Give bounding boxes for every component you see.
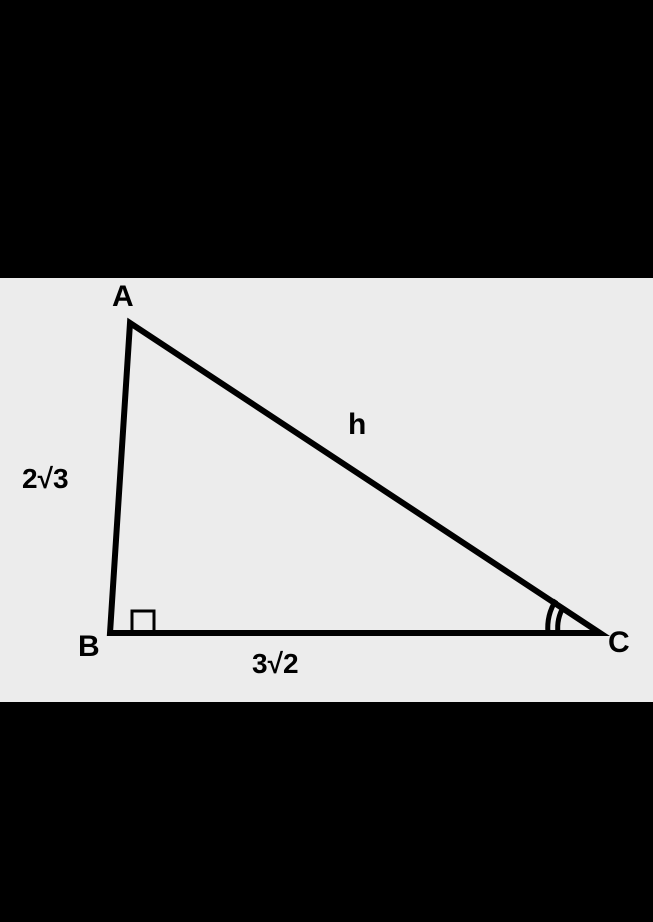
angle-marker-outer: [548, 600, 556, 633]
triangle-shape: [110, 323, 600, 633]
side-label-bc: 3√2: [252, 648, 299, 680]
vertex-label-b: B: [78, 630, 100, 664]
side-label-ab: 2√3: [22, 463, 69, 495]
right-angle-marker: [132, 611, 154, 633]
diagram-panel: A B C 2√3 3√2 h: [0, 278, 653, 702]
vertex-label-c: C: [608, 626, 630, 660]
side-label-ac: h: [348, 408, 366, 442]
angle-marker-inner: [558, 606, 564, 633]
vertex-label-a: A: [112, 280, 134, 314]
